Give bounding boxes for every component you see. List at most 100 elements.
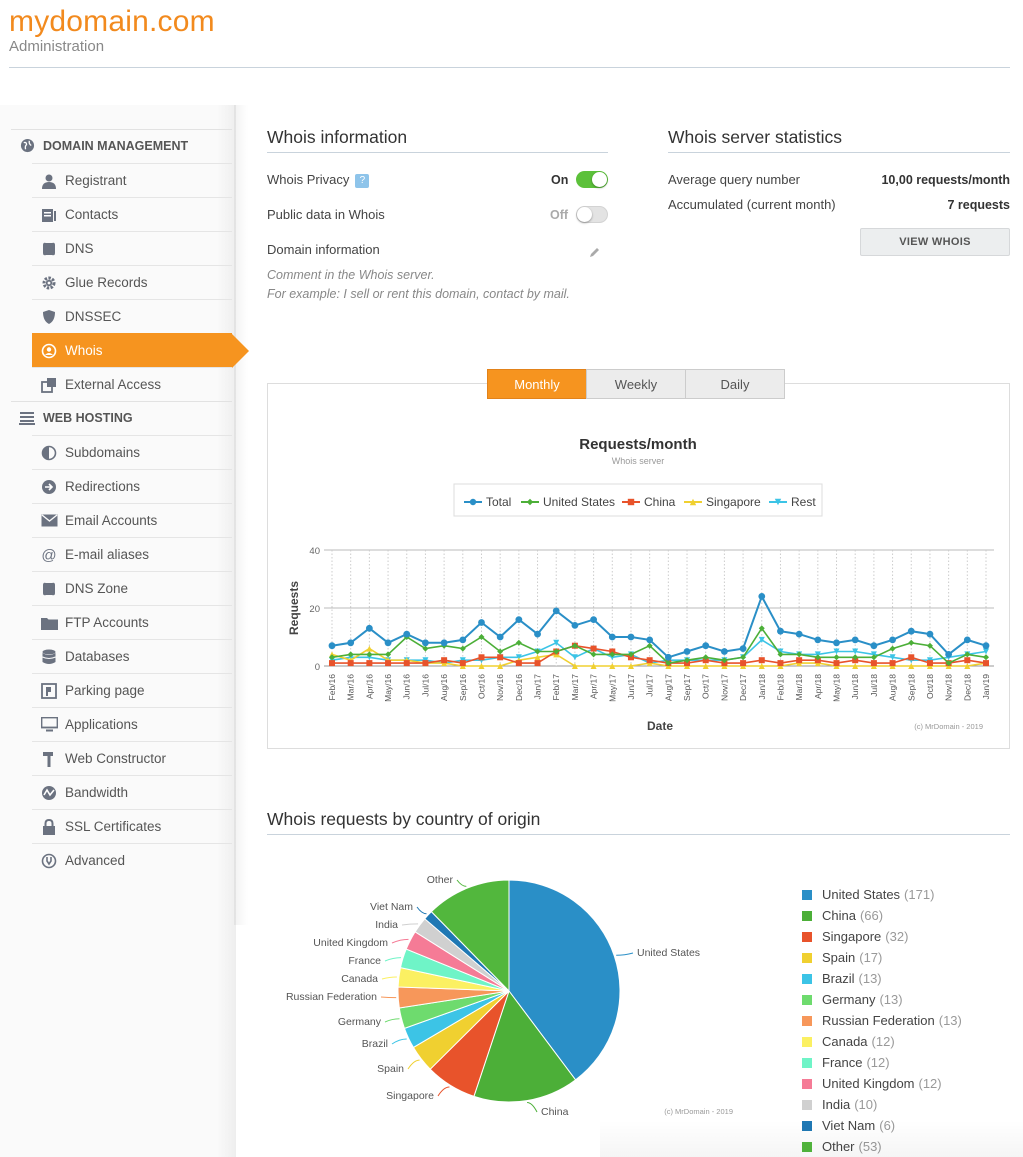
sidebar-item-external-access[interactable]: External Access: [32, 367, 232, 401]
data-point[interactable]: [534, 654, 541, 661]
data-point[interactable]: [721, 648, 728, 655]
data-point[interactable]: [497, 648, 504, 655]
data-point[interactable]: [964, 651, 971, 658]
data-point[interactable]: [963, 636, 971, 644]
pie-legend-item[interactable]: Canada (12): [802, 1031, 962, 1052]
data-point[interactable]: [982, 642, 990, 650]
data-point[interactable]: [758, 625, 765, 632]
data-point[interactable]: [534, 660, 541, 667]
data-point[interactable]: [365, 624, 373, 632]
data-point[interactable]: [964, 657, 971, 664]
data-point[interactable]: [702, 642, 710, 650]
data-point[interactable]: [571, 622, 579, 629]
data-point[interactable]: [347, 639, 355, 647]
sidebar-item-redirections[interactable]: Redirections: [32, 469, 232, 503]
legend-item-united-states[interactable]: United States: [521, 495, 615, 509]
data-point[interactable]: [796, 651, 803, 658]
data-point[interactable]: [870, 660, 877, 667]
pie-legend-item[interactable]: Other (53): [802, 1136, 962, 1157]
data-point[interactable]: [608, 633, 616, 641]
data-point[interactable]: [515, 639, 522, 646]
data-point[interactable]: [665, 660, 672, 667]
pie-legend-item[interactable]: Brazil (13): [802, 968, 962, 989]
data-point[interactable]: [889, 660, 896, 667]
data-point[interactable]: [478, 634, 485, 640]
legend-item-rest[interactable]: Rest: [769, 495, 816, 509]
data-point[interactable]: [908, 654, 915, 661]
data-point[interactable]: [627, 663, 634, 669]
sidebar-item-dnssec[interactable]: DNSSEC: [32, 299, 232, 333]
sidebar-item-glue-records[interactable]: Glue Records: [32, 265, 232, 299]
data-point[interactable]: [945, 651, 953, 658]
data-point[interactable]: [740, 654, 747, 661]
data-point[interactable]: [814, 636, 822, 644]
edit-pencil-icon[interactable]: [588, 246, 601, 262]
pie-legend-item[interactable]: Russian Federation (13): [802, 1010, 962, 1031]
data-point[interactable]: [907, 627, 915, 635]
data-point[interactable]: [366, 660, 373, 667]
data-point[interactable]: [422, 639, 429, 647]
tab-monthly[interactable]: Monthly: [487, 369, 587, 399]
data-point[interactable]: [721, 657, 728, 664]
whois-privacy-toggle[interactable]: [576, 171, 608, 188]
data-point[interactable]: [497, 654, 504, 661]
data-point[interactable]: [646, 642, 653, 649]
data-point[interactable]: [983, 654, 989, 661]
data-point[interactable]: [777, 627, 784, 635]
data-point[interactable]: [814, 654, 821, 661]
data-point[interactable]: [571, 663, 578, 669]
data-point[interactable]: [983, 660, 989, 667]
data-point[interactable]: [646, 657, 653, 664]
data-point[interactable]: [796, 657, 803, 664]
data-point[interactable]: [852, 648, 859, 655]
data-point[interactable]: [664, 653, 672, 661]
pie-legend-item[interactable]: Germany (13): [802, 989, 962, 1010]
sidebar-item-web-constructor[interactable]: Web Constructor: [32, 741, 232, 775]
sidebar-item-ssl-certificates[interactable]: SSL Certificates: [32, 809, 232, 843]
data-point[interactable]: [590, 645, 597, 652]
data-point[interactable]: [590, 616, 597, 623]
data-point[interactable]: [964, 663, 971, 669]
data-point[interactable]: [422, 660, 429, 667]
pie-legend-item[interactable]: Spain (17): [802, 947, 962, 968]
data-point[interactable]: [478, 619, 485, 626]
data-point[interactable]: [833, 639, 840, 647]
data-point[interactable]: [403, 630, 411, 638]
pie-legend-item[interactable]: Singapore (32): [802, 926, 962, 947]
data-point[interactable]: [553, 648, 560, 655]
sidebar-item-whois[interactable]: Whois: [32, 333, 249, 368]
legend-item-total[interactable]: Total: [464, 495, 511, 509]
data-point[interactable]: [534, 648, 541, 655]
data-point[interactable]: [851, 636, 859, 644]
data-point[interactable]: [329, 660, 335, 667]
tab-daily[interactable]: Daily: [685, 369, 785, 399]
data-point[interactable]: [329, 654, 335, 661]
data-point[interactable]: [702, 663, 709, 669]
data-point[interactable]: [908, 663, 915, 669]
data-point[interactable]: [758, 657, 765, 664]
data-point[interactable]: [422, 645, 429, 652]
data-point[interactable]: [646, 636, 654, 644]
public-data-toggle[interactable]: [576, 206, 608, 223]
help-icon[interactable]: ?: [355, 173, 370, 188]
data-point[interactable]: [926, 660, 933, 667]
data-point[interactable]: [328, 642, 336, 650]
data-point[interactable]: [833, 660, 840, 667]
view-whois-button[interactable]: VIEW WHOIS: [860, 228, 1010, 256]
data-point[interactable]: [889, 654, 896, 661]
data-point[interactable]: [440, 639, 448, 647]
sidebar-item-applications[interactable]: Applications: [32, 707, 232, 741]
data-point[interactable]: [627, 651, 634, 658]
data-point[interactable]: [441, 657, 448, 664]
data-point[interactable]: [515, 660, 522, 667]
data-point[interactable]: [889, 645, 896, 652]
legend-item-singapore[interactable]: Singapore: [684, 495, 761, 509]
data-point[interactable]: [926, 642, 933, 649]
legend-item-china[interactable]: China: [622, 495, 676, 509]
data-point[interactable]: [366, 651, 373, 658]
data-point[interactable]: [478, 654, 485, 661]
sidebar-item-subdomains[interactable]: Subdomains: [32, 435, 232, 469]
data-point[interactable]: [478, 663, 485, 669]
pie-slice-other[interactable]: [430, 879, 510, 993]
data-point[interactable]: [590, 663, 597, 669]
